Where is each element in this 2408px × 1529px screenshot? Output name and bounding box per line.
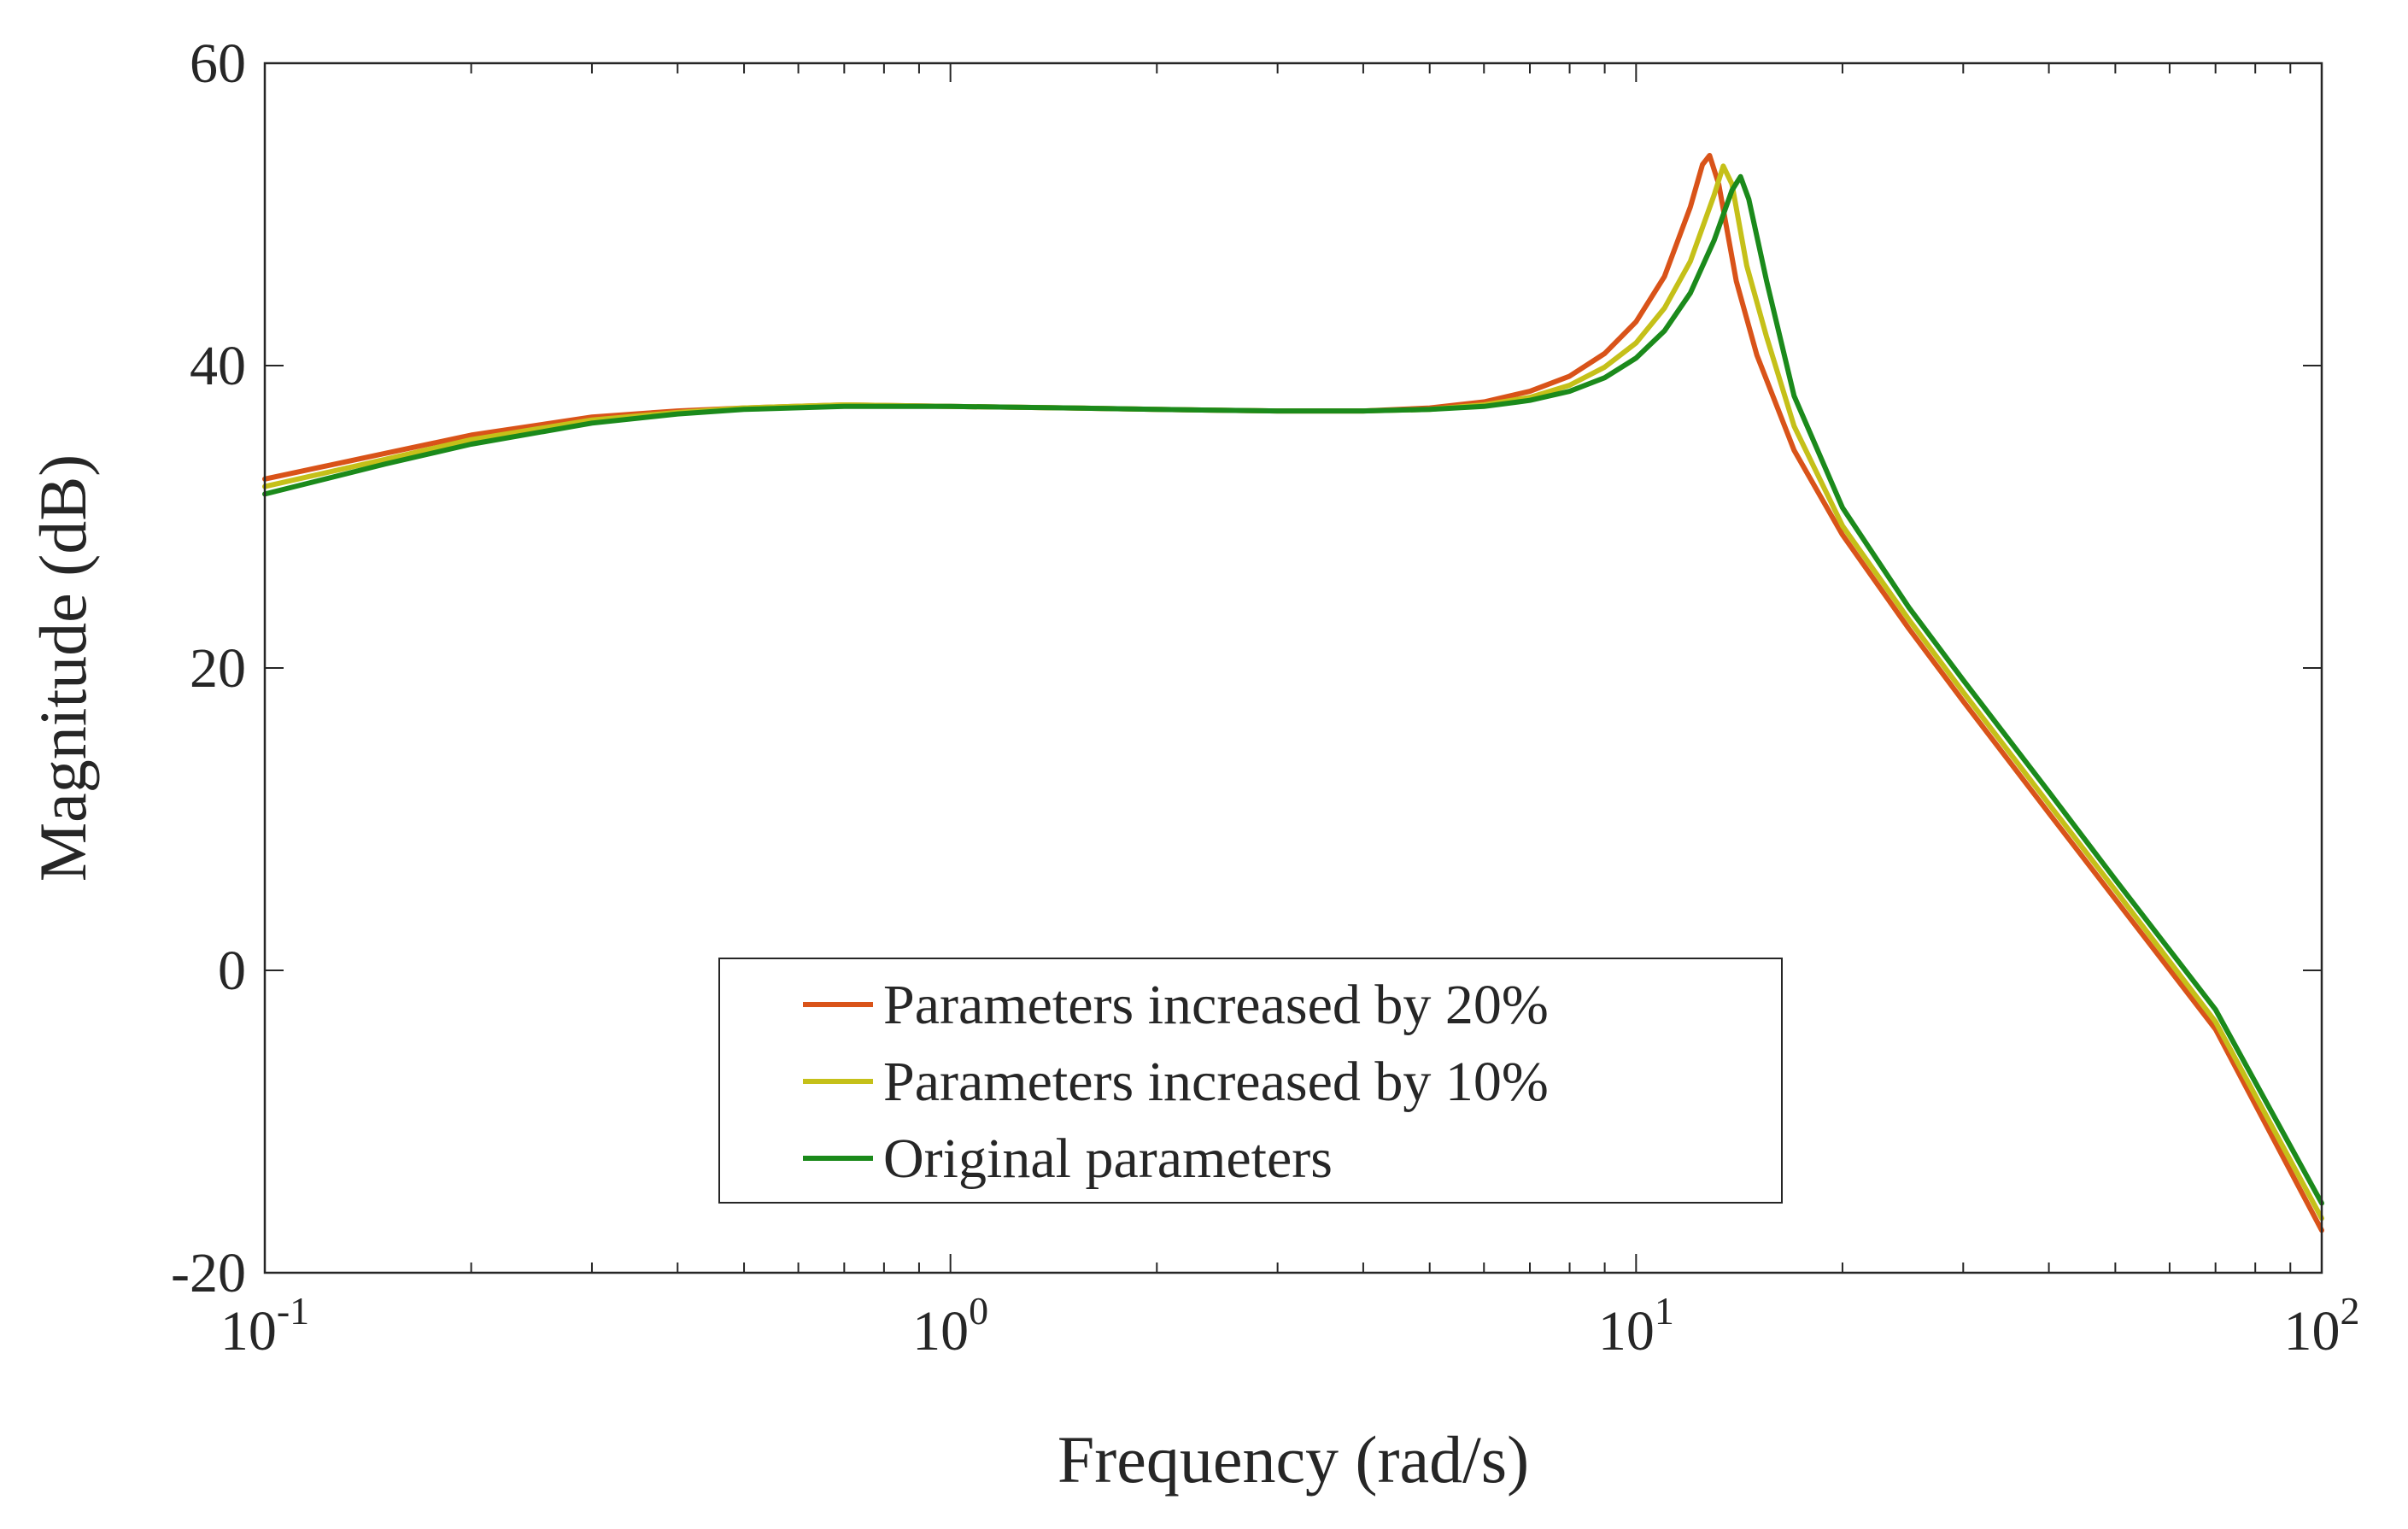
legend-label-1: Parameters increased by 20% — [883, 974, 1549, 1036]
legend-label-2: Parameters increased by 10% — [883, 1051, 1549, 1113]
y-tick-label: -20 — [171, 1242, 246, 1304]
legend: Parameters increased by 20% Parameters in… — [718, 958, 1783, 1204]
x-tick-label: 10-1 — [220, 1289, 309, 1362]
axis-ticks — [264, 62, 2322, 1274]
y-tick-label: 20 — [190, 637, 246, 700]
series-line-3 — [262, 173, 2324, 1206]
legend-label-3: Original parameters — [883, 1128, 1333, 1190]
y-tick-labels: -20 0 20 40 60 — [171, 32, 246, 1304]
x-tick-labels: 10-1 100 101 102 — [220, 1289, 2360, 1362]
x-tick-label: 100 — [912, 1289, 988, 1362]
y-tick-label: 0 — [218, 940, 246, 1002]
y-tick-label: 60 — [190, 32, 246, 95]
x-axis-label: Frequency (rad/s) — [1058, 1422, 1529, 1497]
series-lines — [262, 153, 2324, 1233]
x-tick-label: 101 — [1598, 1289, 1674, 1362]
legend-box — [718, 958, 1783, 1204]
y-tick-label: 40 — [190, 335, 246, 397]
x-tick-label: 102 — [2284, 1289, 2360, 1362]
y-axis-label: Magnitude (dB) — [26, 454, 100, 882]
plot-frame — [263, 62, 2323, 1274]
